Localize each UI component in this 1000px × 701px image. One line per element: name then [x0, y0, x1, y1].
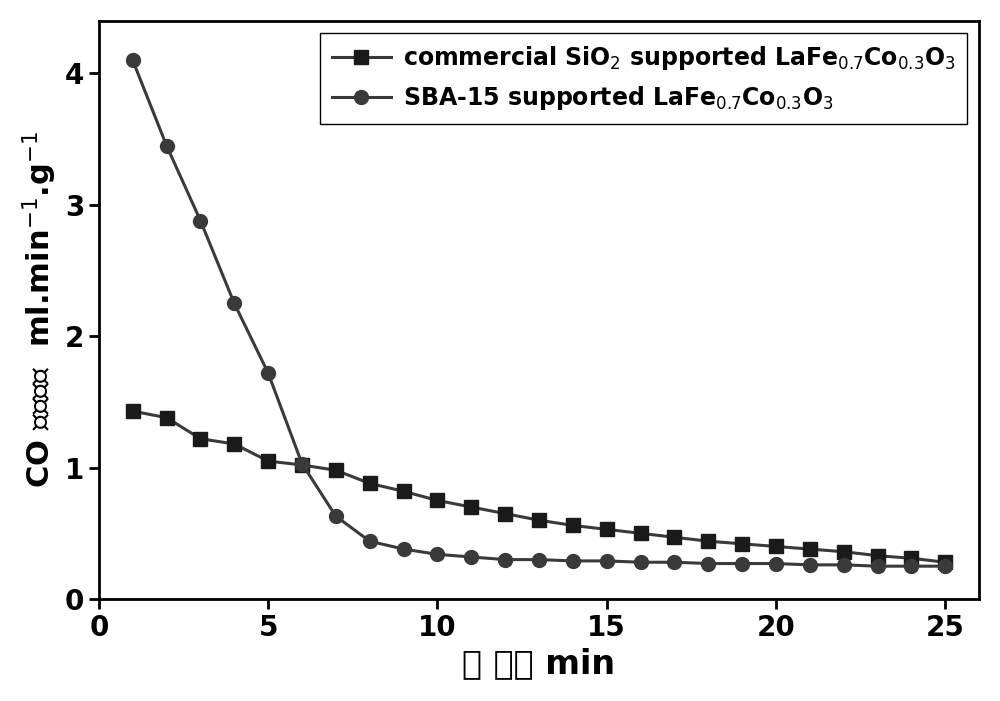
commercial SiO$_2$ supported LaFe$_{0.7}$Co$_{0.3}$O$_3$ [736, 540, 748, 548]
commercial SiO$_2$ supported LaFe$_{0.7}$Co$_{0.3}$O$_3$ [872, 552, 884, 560]
commercial SiO$_2$ supported LaFe$_{0.7}$Co$_{0.3}$O$_3$ [905, 554, 917, 562]
SBA-15 supported LaFe$_{0.7}$Co$_{0.3}$O$_3$ [872, 562, 884, 571]
commercial SiO$_2$ supported LaFe$_{0.7}$Co$_{0.3}$O$_3$ [702, 537, 714, 545]
SBA-15 supported LaFe$_{0.7}$Co$_{0.3}$O$_3$ [262, 369, 274, 377]
Y-axis label: CO 生成速率  ml.min$^{-1}$.g$^{-1}$: CO 生成速率 ml.min$^{-1}$.g$^{-1}$ [21, 132, 59, 489]
commercial SiO$_2$ supported LaFe$_{0.7}$Co$_{0.3}$O$_3$ [635, 529, 647, 538]
commercial SiO$_2$ supported LaFe$_{0.7}$Co$_{0.3}$O$_3$ [601, 525, 613, 533]
commercial SiO$_2$ supported LaFe$_{0.7}$Co$_{0.3}$O$_3$ [770, 543, 782, 551]
commercial SiO$_2$ supported LaFe$_{0.7}$Co$_{0.3}$O$_3$ [398, 487, 410, 496]
commercial SiO$_2$ supported LaFe$_{0.7}$Co$_{0.3}$O$_3$ [262, 457, 274, 465]
commercial SiO$_2$ supported LaFe$_{0.7}$Co$_{0.3}$O$_3$ [364, 479, 376, 488]
commercial SiO$_2$ supported LaFe$_{0.7}$Co$_{0.3}$O$_3$ [431, 496, 443, 505]
SBA-15 supported LaFe$_{0.7}$Co$_{0.3}$O$_3$ [804, 561, 816, 569]
SBA-15 supported LaFe$_{0.7}$Co$_{0.3}$O$_3$ [127, 56, 139, 64]
SBA-15 supported LaFe$_{0.7}$Co$_{0.3}$O$_3$ [736, 559, 748, 568]
Legend: commercial SiO$_2$ supported LaFe$_{0.7}$Co$_{0.3}$O$_3$, SBA-15 supported LaFe$: commercial SiO$_2$ supported LaFe$_{0.7}… [320, 33, 967, 124]
commercial SiO$_2$ supported LaFe$_{0.7}$Co$_{0.3}$O$_3$ [804, 545, 816, 553]
commercial SiO$_2$ supported LaFe$_{0.7}$Co$_{0.3}$O$_3$ [668, 533, 680, 541]
Line: SBA-15 supported LaFe$_{0.7}$Co$_{0.3}$O$_3$: SBA-15 supported LaFe$_{0.7}$Co$_{0.3}$O… [126, 53, 952, 573]
SBA-15 supported LaFe$_{0.7}$Co$_{0.3}$O$_3$ [668, 558, 680, 566]
commercial SiO$_2$ supported LaFe$_{0.7}$Co$_{0.3}$O$_3$ [161, 414, 173, 422]
SBA-15 supported LaFe$_{0.7}$Co$_{0.3}$O$_3$ [905, 562, 917, 571]
commercial SiO$_2$ supported LaFe$_{0.7}$Co$_{0.3}$O$_3$ [194, 435, 206, 443]
SBA-15 supported LaFe$_{0.7}$Co$_{0.3}$O$_3$ [228, 299, 240, 308]
commercial SiO$_2$ supported LaFe$_{0.7}$Co$_{0.3}$O$_3$ [127, 407, 139, 415]
commercial SiO$_2$ supported LaFe$_{0.7}$Co$_{0.3}$O$_3$ [296, 461, 308, 469]
commercial SiO$_2$ supported LaFe$_{0.7}$Co$_{0.3}$O$_3$ [499, 510, 511, 518]
SBA-15 supported LaFe$_{0.7}$Co$_{0.3}$O$_3$ [635, 558, 647, 566]
SBA-15 supported LaFe$_{0.7}$Co$_{0.3}$O$_3$ [567, 557, 579, 565]
SBA-15 supported LaFe$_{0.7}$Co$_{0.3}$O$_3$ [364, 537, 376, 545]
SBA-15 supported LaFe$_{0.7}$Co$_{0.3}$O$_3$ [702, 559, 714, 568]
SBA-15 supported LaFe$_{0.7}$Co$_{0.3}$O$_3$ [533, 555, 545, 564]
X-axis label: 时 间／ min: 时 间／ min [462, 647, 616, 680]
commercial SiO$_2$ supported LaFe$_{0.7}$Co$_{0.3}$O$_3$ [330, 466, 342, 475]
SBA-15 supported LaFe$_{0.7}$Co$_{0.3}$O$_3$ [296, 459, 308, 468]
SBA-15 supported LaFe$_{0.7}$Co$_{0.3}$O$_3$ [431, 550, 443, 559]
SBA-15 supported LaFe$_{0.7}$Co$_{0.3}$O$_3$ [465, 553, 477, 562]
SBA-15 supported LaFe$_{0.7}$Co$_{0.3}$O$_3$ [161, 142, 173, 150]
commercial SiO$_2$ supported LaFe$_{0.7}$Co$_{0.3}$O$_3$ [939, 558, 951, 566]
Line: commercial SiO$_2$ supported LaFe$_{0.7}$Co$_{0.3}$O$_3$: commercial SiO$_2$ supported LaFe$_{0.7}… [126, 404, 952, 569]
SBA-15 supported LaFe$_{0.7}$Co$_{0.3}$O$_3$ [601, 557, 613, 565]
commercial SiO$_2$ supported LaFe$_{0.7}$Co$_{0.3}$O$_3$ [533, 516, 545, 524]
SBA-15 supported LaFe$_{0.7}$Co$_{0.3}$O$_3$ [194, 217, 206, 225]
SBA-15 supported LaFe$_{0.7}$Co$_{0.3}$O$_3$ [939, 562, 951, 571]
commercial SiO$_2$ supported LaFe$_{0.7}$Co$_{0.3}$O$_3$ [228, 440, 240, 448]
SBA-15 supported LaFe$_{0.7}$Co$_{0.3}$O$_3$ [499, 555, 511, 564]
SBA-15 supported LaFe$_{0.7}$Co$_{0.3}$O$_3$ [398, 545, 410, 553]
SBA-15 supported LaFe$_{0.7}$Co$_{0.3}$O$_3$ [838, 561, 850, 569]
commercial SiO$_2$ supported LaFe$_{0.7}$Co$_{0.3}$O$_3$ [465, 503, 477, 511]
commercial SiO$_2$ supported LaFe$_{0.7}$Co$_{0.3}$O$_3$ [838, 547, 850, 556]
SBA-15 supported LaFe$_{0.7}$Co$_{0.3}$O$_3$ [330, 512, 342, 520]
SBA-15 supported LaFe$_{0.7}$Co$_{0.3}$O$_3$ [770, 559, 782, 568]
commercial SiO$_2$ supported LaFe$_{0.7}$Co$_{0.3}$O$_3$ [567, 522, 579, 530]
